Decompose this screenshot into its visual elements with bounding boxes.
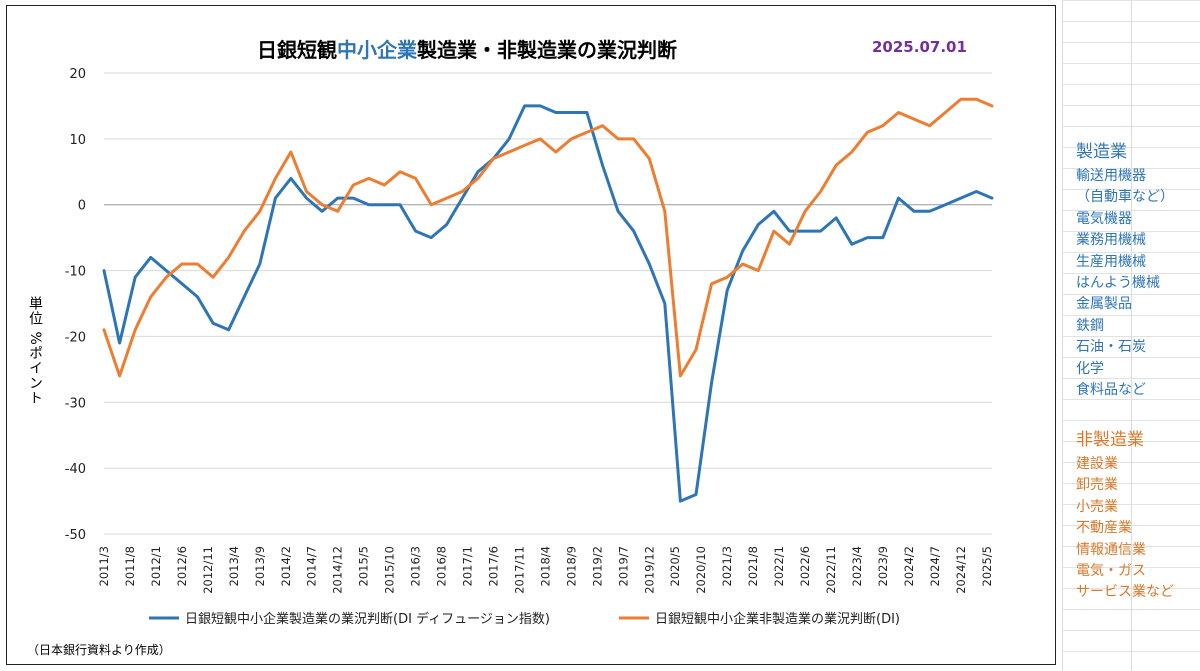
y-tick-labels: 20 10 0 -10 -20 -30 -40 -50 [65, 67, 86, 543]
x-tick-label: 2014/12 [331, 546, 345, 594]
non-manufacturing-item: 電気・ガス [1076, 563, 1146, 579]
manufacturing-item: 生産用機械 [1076, 253, 1146, 270]
manufacturing-item: 業務用機械 [1076, 232, 1146, 249]
manufacturing-item: 輸送用機器 [1076, 168, 1146, 184]
y-tick-label: -30 [65, 396, 86, 411]
x-tick-label: 2023/9 [876, 546, 890, 586]
x-tick-label: 2020/5 [668, 546, 682, 586]
x-tick-label: 2025/5 [980, 546, 994, 586]
non-manufacturing-item: サービス業など [1076, 584, 1174, 601]
y-tick-label: 10 [69, 133, 86, 148]
x-tick-label: 2022/6 [798, 546, 812, 586]
x-tick-label: 2011/8 [123, 546, 137, 586]
title-part1: 日銀短観 [257, 38, 337, 62]
x-tick-label: 2015/5 [357, 546, 371, 586]
x-tick-label: 2012/6 [175, 546, 189, 586]
x-tick-label: 2023/4 [850, 546, 864, 586]
legend-label: 日銀短観中小企業非製造業の業況判断(DI) [655, 611, 900, 627]
y-tick-label: -20 [65, 330, 86, 345]
non-manufacturing-heading: 非製造業 [1076, 430, 1144, 450]
x-tick-label: 2016/3 [409, 546, 423, 586]
x-tick-label: 2018/9 [564, 546, 578, 586]
x-tick-label: 2013/4 [227, 546, 241, 586]
x-tick-label: 2014/2 [279, 546, 293, 586]
manufacturing-item: 鉄鋼 [1076, 317, 1104, 334]
title-part2: 中小企業 [337, 38, 417, 62]
source-note: （日本銀行資料より作成） [27, 643, 171, 657]
x-tick-label: 2017/1 [461, 546, 475, 586]
x-tick-label: 2020/10 [694, 546, 708, 594]
x-tick-label: 2012/1 [149, 546, 163, 586]
manufacturing-heading: 製造業 [1076, 142, 1127, 162]
x-tick-label: 2016/8 [435, 546, 449, 586]
x-tick-label: 2024/2 [902, 546, 916, 586]
gridlines [104, 72, 992, 535]
x-tick-label: 2021/3 [720, 546, 734, 586]
x-tick-label: 2021/8 [746, 546, 760, 586]
manufacturing-item: 石油・石炭 [1076, 339, 1146, 356]
x-tick-label: 2011/3 [97, 546, 111, 586]
x-tick-label: 2019/7 [616, 546, 630, 586]
x-tick-label: 2022/1 [772, 546, 786, 586]
y-axis-label: 単位 %ポイント [27, 296, 43, 406]
x-tick-label: 2017/6 [486, 546, 500, 586]
non-manufacturing-item: 小売業 [1076, 498, 1118, 515]
series-lines [102, 97, 994, 503]
x-tick-label: 2014/7 [305, 546, 319, 586]
y-tick-label: -50 [65, 528, 86, 543]
x-tick-label: 2019/2 [590, 546, 604, 586]
series-line-non-manufacturing [102, 97, 994, 378]
x-tick-label: 2015/10 [383, 546, 397, 594]
x-tick-label: 2017/11 [512, 546, 526, 594]
x-tick-label: 2024/7 [928, 546, 942, 586]
chart-date: 2025.07.01 [872, 38, 967, 56]
legend-label: 日銀短観中小企業製造業の業況判断(DI ディフュージョン指数) [185, 611, 550, 627]
x-tick-label: 2013/9 [253, 546, 267, 586]
manufacturing-item: 化学 [1076, 360, 1104, 377]
y-tick-label: -10 [65, 265, 86, 280]
x-tick-label: 2024/12 [954, 546, 968, 594]
chart-title: 日銀短観中小企業製造業・非製造業の業況判断 [257, 34, 677, 63]
non-manufacturing-item: 不動産業 [1076, 520, 1132, 537]
x-tick-label: 2018/4 [538, 546, 552, 586]
manufacturing-item: （自動車など） [1076, 189, 1174, 206]
y-tick-label: -40 [65, 462, 86, 477]
title-part3: 製造業・非製造業の業況判断 [417, 38, 677, 62]
y-tick-label: 0 [78, 199, 86, 214]
y-tick-label: 20 [69, 67, 86, 82]
manufacturing-item: 電気機器 [1076, 210, 1132, 227]
chart-legend: 日銀短観中小企業製造業の業況判断(DI ディフュージョン指数) 日銀短観中小企業非… [149, 611, 900, 627]
x-tick-label: 2012/11 [201, 546, 215, 594]
non-manufacturing-item: 建設業 [1076, 456, 1118, 472]
x-tick-labels: 2011/3 2011/8 2012/1 2012/6 2012/11 2013/4 201… [97, 546, 994, 594]
spreadsheet-grid [1062, 0, 1200, 671]
manufacturing-item: 食料品など [1076, 382, 1146, 398]
non-manufacturing-item: 卸売業 [1076, 477, 1118, 494]
series-line-manufacturing [102, 104, 994, 503]
chart-frame: 20 10 0 -10 -20 -30 -40 -50 2011/3 2011/8 2012/1 2… [6, 5, 1056, 665]
manufacturing-item: はんよう機械 [1076, 275, 1160, 291]
x-tick-label: 2022/11 [824, 546, 838, 594]
x-tick-label: 2019/12 [642, 546, 656, 594]
non-manufacturing-item: 情報通信業 [1076, 541, 1146, 558]
manufacturing-item: 金属製品 [1076, 296, 1132, 313]
